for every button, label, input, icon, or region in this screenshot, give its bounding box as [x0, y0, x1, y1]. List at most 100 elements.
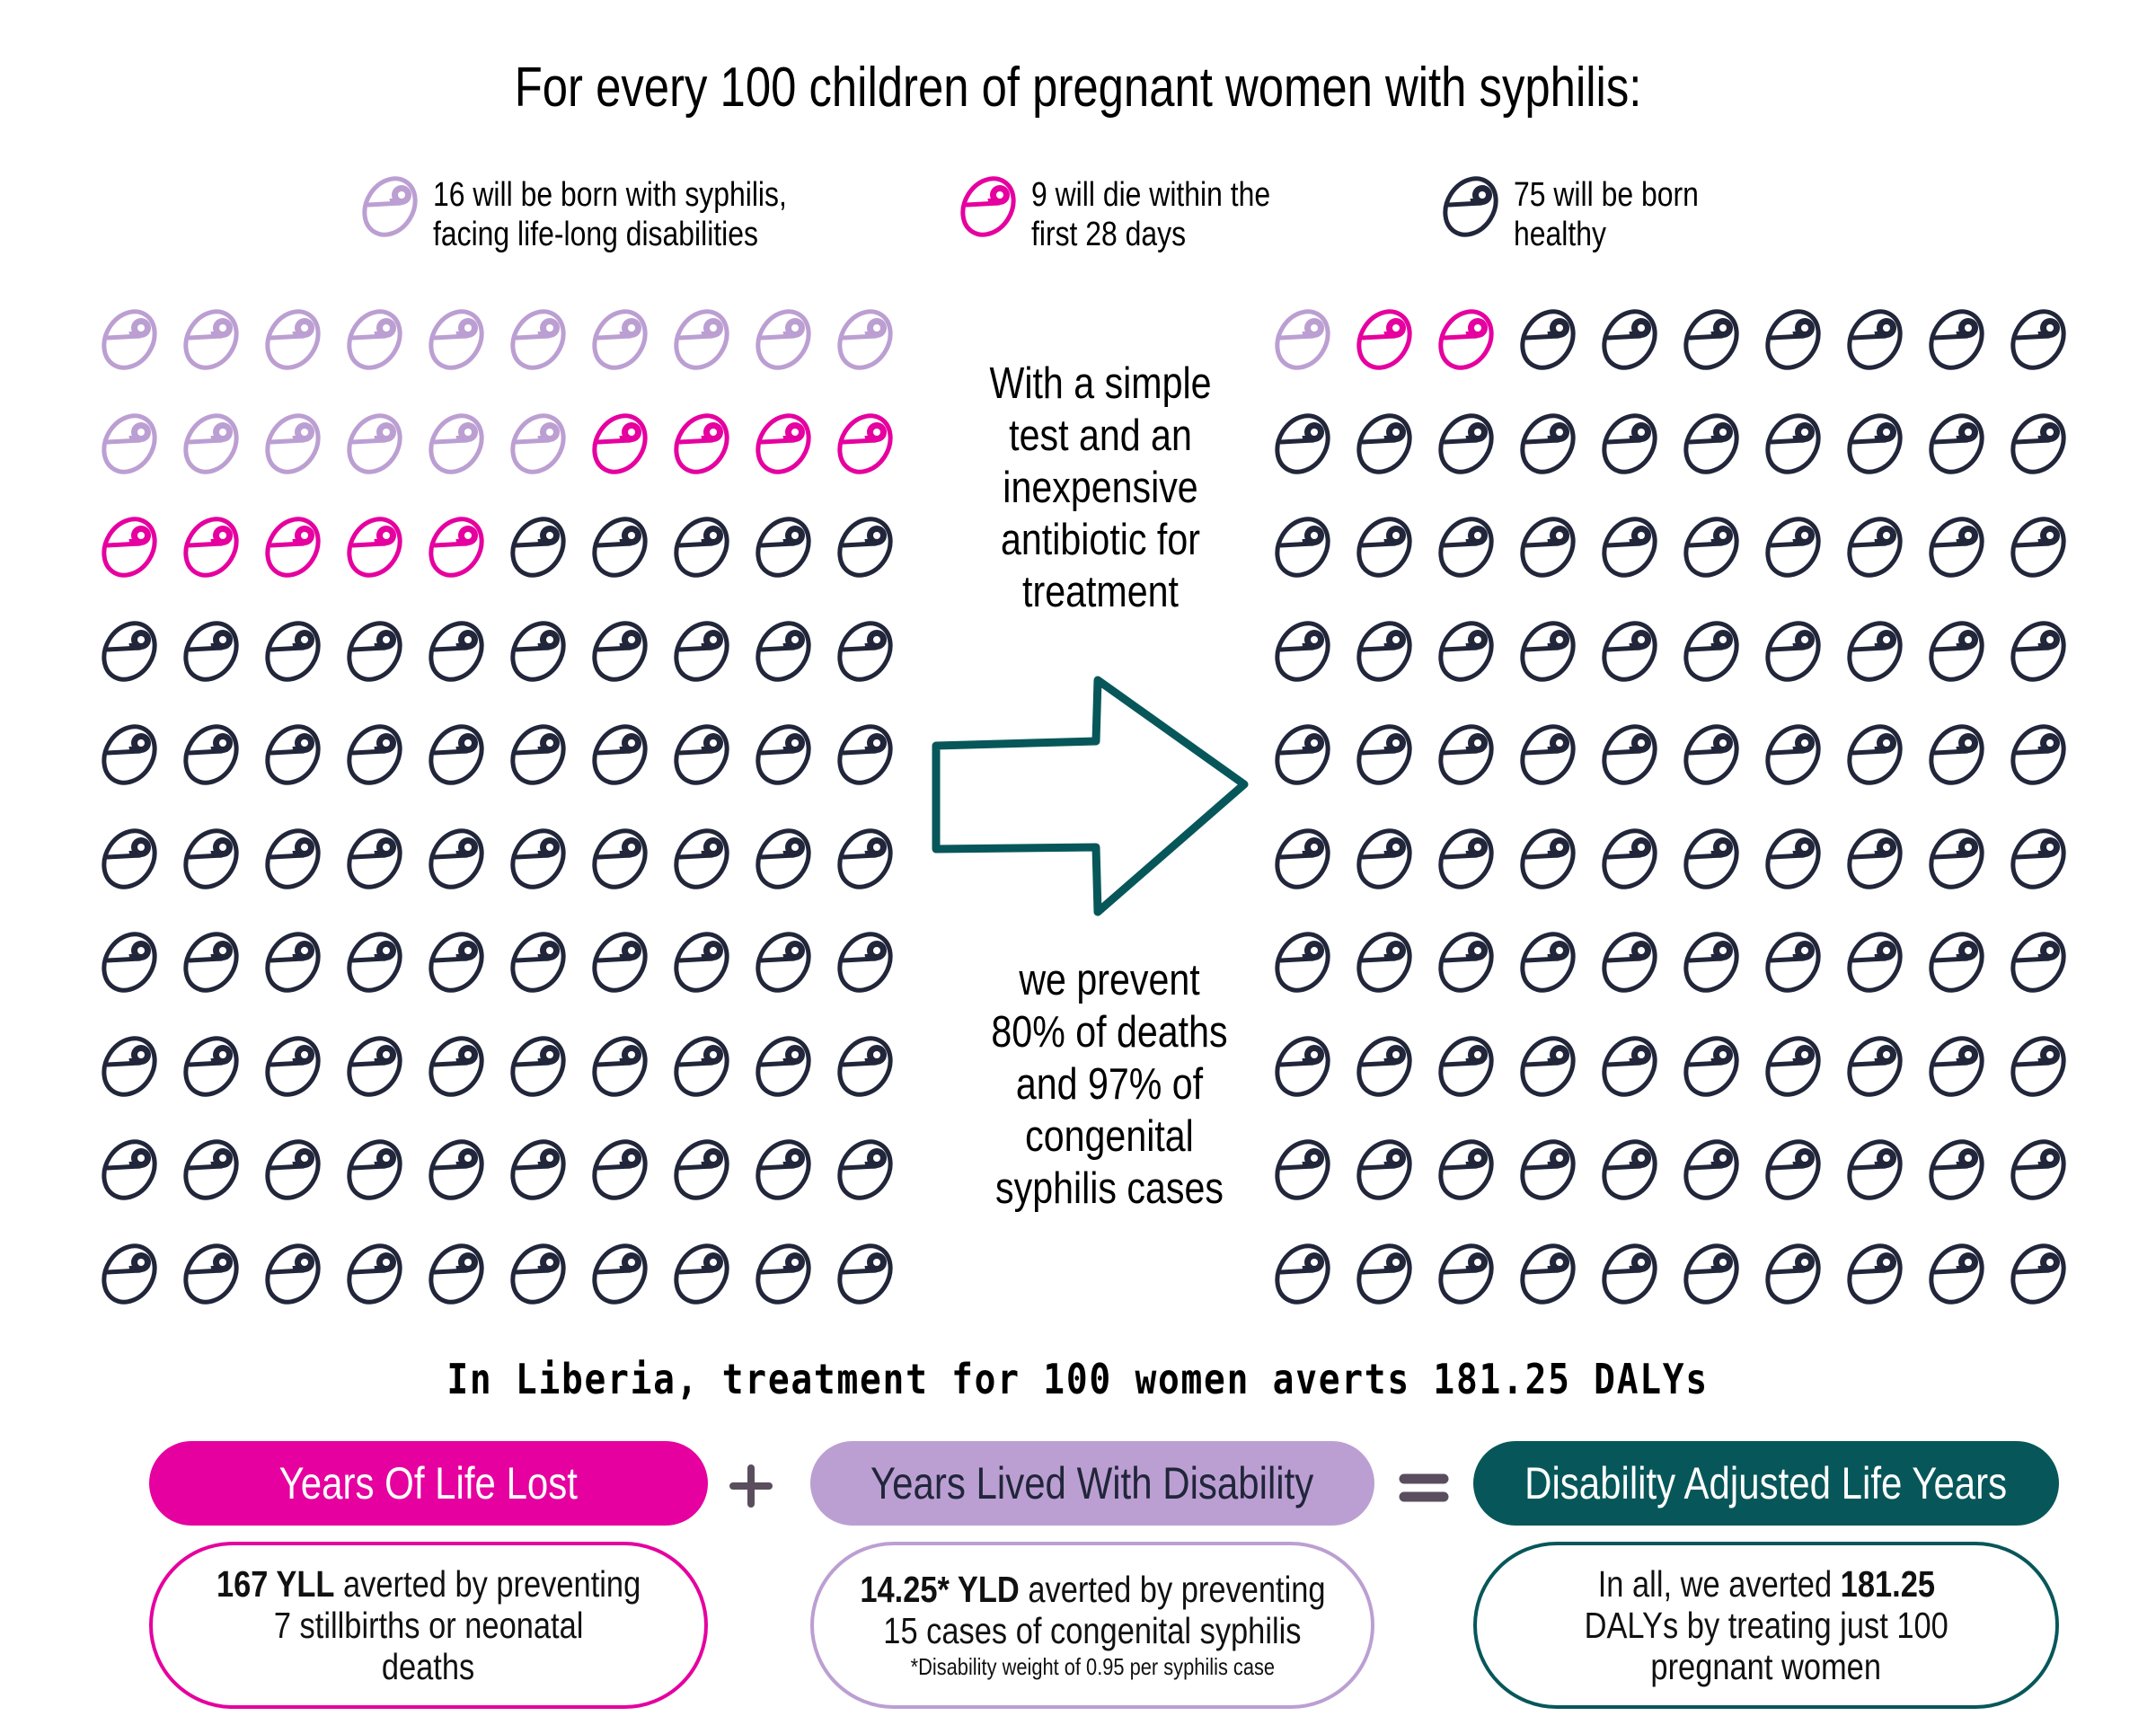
baby-icon-healthy [181, 723, 242, 786]
plus-icon [729, 1464, 773, 1508]
baby-icon-disability [426, 412, 487, 475]
yll-pill: Years Of Life Lost [149, 1441, 708, 1526]
baby-icon-healthy [508, 827, 569, 890]
baby-icon-healthy [671, 723, 732, 786]
baby-icon-healthy [508, 516, 569, 579]
baby-icon-healthy [753, 1035, 814, 1098]
baby-icon-healthy [1272, 516, 1333, 579]
legend-text-line: facing life-long disabilities [433, 216, 758, 253]
baby-icon [1440, 175, 1501, 238]
baby-icon-healthy [1763, 827, 1824, 890]
baby-icon-healthy [99, 723, 160, 786]
legend-death: 9 will die within the first 28 days [958, 175, 1316, 254]
baby-icon-healthy [671, 931, 732, 994]
baby-icon-healthy [508, 723, 569, 786]
baby-icon-disability [344, 412, 405, 475]
daly-value: 181.25 [1840, 1563, 1935, 1605]
baby-icon-healthy [1599, 308, 1660, 371]
equals-icon [1399, 1473, 1449, 1502]
baby-icon-healthy [262, 1035, 323, 1098]
baby-icon-healthy [589, 620, 650, 683]
daly-summary: In Liberia, treatment for 100 women aver… [446, 1355, 1710, 1403]
baby-icon-healthy [99, 1035, 160, 1098]
yld-pill: Years Lived With Disability [810, 1441, 1374, 1526]
baby-icon-healthy [1599, 1243, 1660, 1305]
baby-icon-healthy [1763, 620, 1824, 683]
baby-icon-healthy [753, 827, 814, 890]
baby-icon-healthy [1517, 827, 1578, 890]
baby-icon-healthy [671, 1035, 732, 1098]
baby-icon-healthy [1599, 723, 1660, 786]
baby-icon-healthy [1599, 516, 1660, 579]
baby-icon-healthy [671, 1243, 732, 1305]
baby-icon-disability [508, 308, 569, 371]
baby-icon-healthy [344, 1243, 405, 1305]
baby-icon-healthy [1272, 620, 1333, 683]
baby-icon-healthy [1272, 931, 1333, 994]
baby-icon-healthy [1599, 620, 1660, 683]
baby-icon-healthy [1926, 516, 1987, 579]
baby-icon-healthy [1354, 931, 1415, 994]
baby-icon-healthy [835, 931, 896, 994]
baby-icon-healthy [1517, 1138, 1578, 1201]
footnote: *Disability weight of 0.95 per syphilis … [910, 1653, 1275, 1680]
baby-icon-healthy [2008, 308, 2069, 371]
baby-icon-healthy [1517, 931, 1578, 994]
baby-icon [958, 175, 1019, 238]
baby-icon-healthy [344, 1035, 405, 1098]
baby-icon-healthy [2008, 827, 2069, 890]
legend-text-line: 16 will be born with syphilis, [433, 176, 787, 214]
baby-icon-healthy [835, 620, 896, 683]
baby-icon-healthy [589, 1138, 650, 1201]
baby-icon-healthy [2008, 1138, 2069, 1201]
baby-icon-healthy [1926, 412, 1987, 475]
baby-icon-healthy [1763, 1035, 1824, 1098]
baby-icon-healthy [426, 931, 487, 994]
baby-icon-healthy [1926, 1035, 1987, 1098]
baby-icon-healthy [2008, 412, 2069, 475]
baby-icon-healthy [1926, 620, 1987, 683]
baby-icon-death [262, 516, 323, 579]
baby-icon-healthy [1763, 1138, 1824, 1201]
arrow-right-icon [932, 676, 1249, 916]
baby-icon-healthy [1844, 412, 1905, 475]
baby-icon-healthy [753, 723, 814, 786]
baby-icon-healthy [1517, 723, 1578, 786]
baby-icon-death [835, 412, 896, 475]
baby-icon-healthy [1354, 723, 1415, 786]
baby-icon-disability [1272, 308, 1333, 371]
baby-icon-disability [181, 412, 242, 475]
baby-icon-healthy [1599, 931, 1660, 994]
baby-icon-healthy [1517, 308, 1578, 371]
baby-icon-healthy [1599, 1035, 1660, 1098]
baby-icon-healthy [1763, 1243, 1824, 1305]
baby-icon-healthy [426, 723, 487, 786]
icon-grid-without-treatment [99, 308, 907, 1305]
baby-icon-healthy [1354, 516, 1415, 579]
baby-icon-healthy [1763, 412, 1824, 475]
baby-icon-disability [344, 308, 405, 371]
baby-icon-healthy [589, 827, 650, 890]
baby-icon-healthy [589, 516, 650, 579]
baby-icon-healthy [1436, 620, 1497, 683]
baby-icon-healthy [1272, 412, 1333, 475]
baby-icon-healthy [508, 620, 569, 683]
baby-icon-healthy [1272, 1138, 1333, 1201]
baby-icon-healthy [508, 1243, 569, 1305]
baby-icon-death [181, 516, 242, 579]
baby-icon-healthy [1844, 931, 1905, 994]
baby-icon-healthy [1436, 1138, 1497, 1201]
baby-icon-healthy [1926, 308, 1987, 371]
baby-icon-healthy [262, 1243, 323, 1305]
baby-icon-healthy [1354, 1138, 1415, 1201]
baby-icon-healthy [2008, 1243, 2069, 1305]
legend-text-line: 75 will be born [1514, 176, 1699, 214]
baby-icon-healthy [262, 827, 323, 890]
baby-icon-healthy [1926, 723, 1987, 786]
baby-icon-healthy [2008, 516, 2069, 579]
baby-icon [359, 175, 420, 238]
baby-icon-healthy [99, 1138, 160, 1201]
baby-icon-death [1436, 308, 1497, 371]
baby-icon-healthy [753, 516, 814, 579]
baby-icon-healthy [99, 1243, 160, 1305]
